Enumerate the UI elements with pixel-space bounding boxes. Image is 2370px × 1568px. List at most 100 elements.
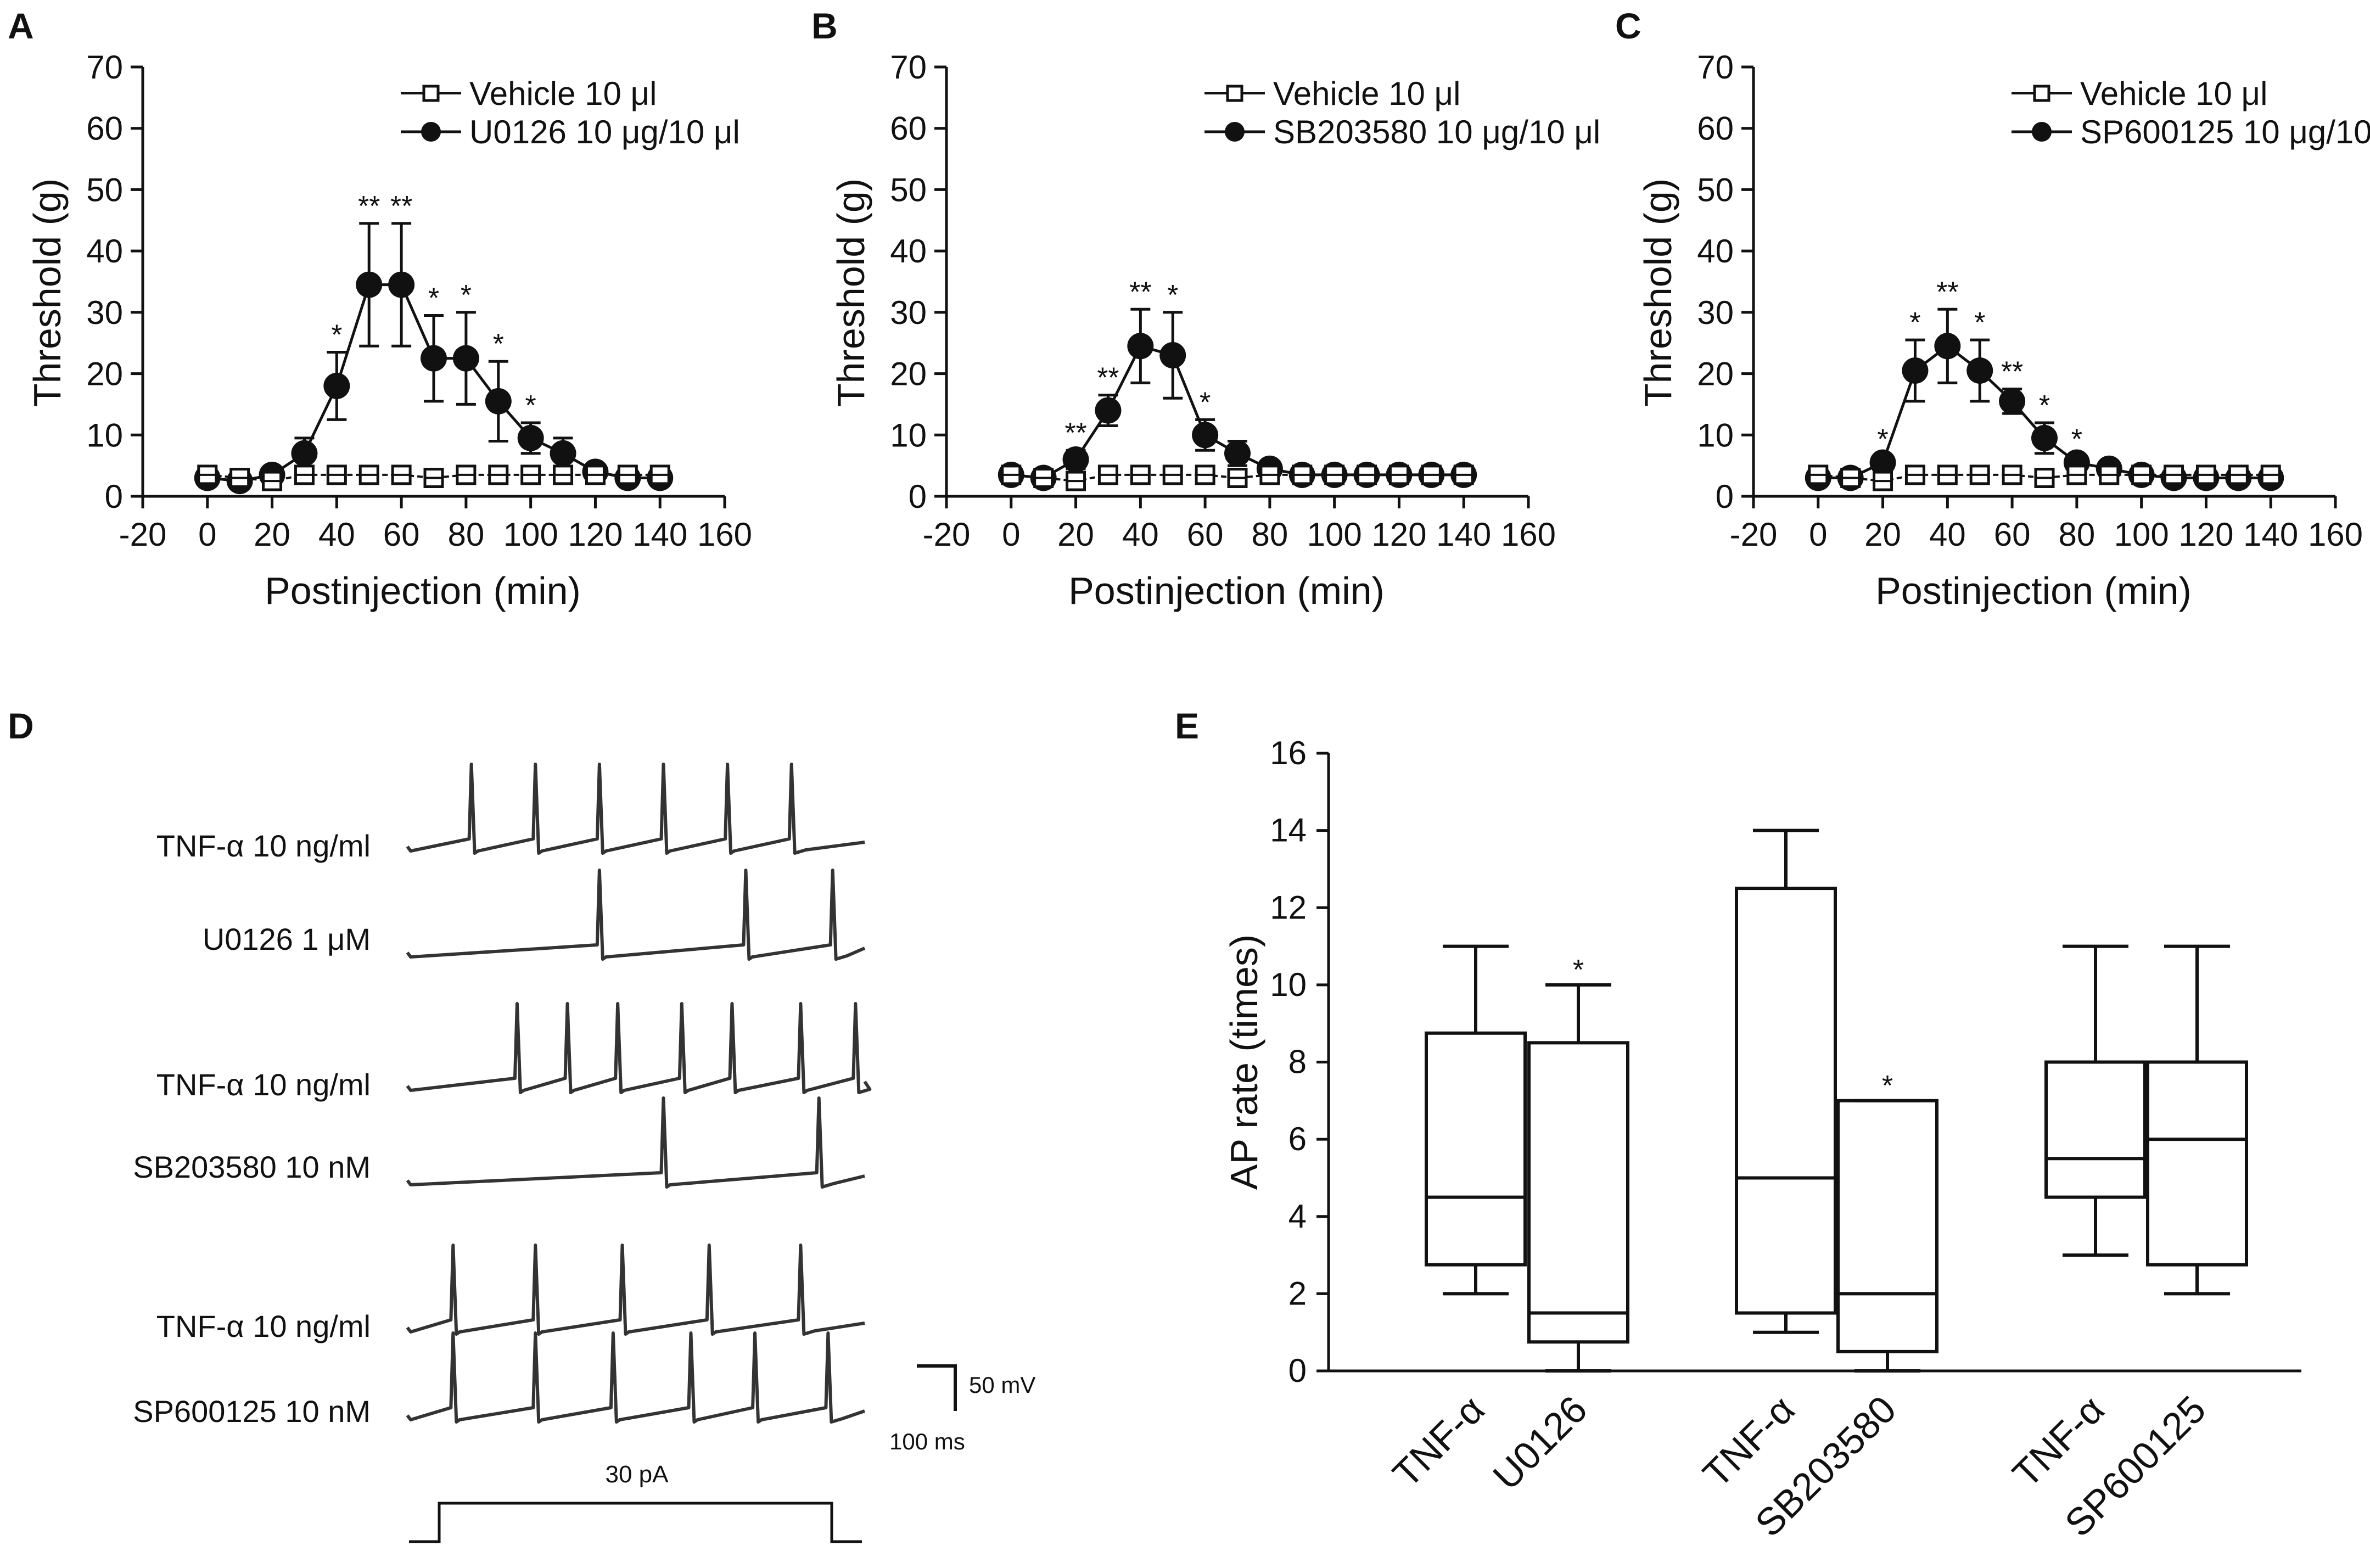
x-tick-label: 60	[1994, 516, 2031, 553]
panel-letter: A	[8, 5, 34, 46]
y-axis-label: Threshold (g)	[830, 178, 872, 407]
x-tick-label: 40	[1122, 516, 1159, 553]
legend-label-treatment: SB203580 10 μg/10 μl	[1273, 114, 1600, 150]
box-1	[1425, 944, 1527, 1296]
axes	[1741, 65, 2337, 508]
trace-label-1: TNF-α 10 ng/ml	[156, 828, 371, 863]
y-axis-label: Threshold (g)	[1637, 178, 1679, 407]
significance-marker: *	[1877, 423, 1888, 455]
box-5	[2044, 944, 2147, 1257]
data-point	[1127, 333, 1154, 360]
x-axis-label: Postinjection (min)	[1875, 569, 2192, 612]
y-tick-label: 10	[1270, 966, 1307, 1003]
x-tick-label: 160	[697, 516, 752, 553]
significance-marker: **	[1129, 276, 1151, 308]
box-4: *	[1836, 1070, 1938, 1373]
panel-letter: C	[1615, 5, 1641, 46]
significance-marker: **	[1097, 362, 1119, 394]
axes	[934, 65, 1530, 508]
x-tick-label: 0	[198, 516, 216, 553]
legend-marker-square	[2033, 85, 2050, 102]
voltage-trace	[406, 1244, 865, 1336]
y-tick-label: 40	[890, 233, 927, 270]
x-tick-label: 0	[1002, 516, 1020, 553]
significance-marker: *	[1573, 954, 1584, 986]
y-tick-label: 0	[1716, 478, 1734, 515]
y-tick-label: 14	[1270, 812, 1307, 849]
data-point	[452, 345, 479, 372]
iqr-box	[1836, 1099, 1938, 1353]
y-tick-label: 40	[86, 233, 123, 270]
significance-marker: *	[1200, 387, 1211, 418]
y-tick-label: 70	[1697, 49, 1734, 86]
treatment-series	[194, 222, 674, 495]
data-point	[323, 372, 350, 399]
data-point	[1062, 446, 1089, 473]
trace-label-6: SP600125 10 nM	[133, 1394, 371, 1429]
voltage-trace	[406, 1096, 865, 1189]
box-2: *	[1527, 954, 1629, 1373]
stimulus-label: 30 pA	[606, 1461, 669, 1488]
trace-label-4: SB203580 10 nM	[133, 1150, 371, 1184]
y-tick-label: 0	[909, 478, 927, 515]
y-tick-label: 50	[86, 171, 123, 208]
y-tick-label: 30	[890, 294, 927, 331]
iqr-box	[1527, 1041, 1629, 1344]
x-tick-label: 80	[448, 516, 485, 553]
x-category-label: TNF-α	[1385, 1387, 1492, 1495]
data-point	[2031, 424, 2058, 451]
iqr-box	[1735, 887, 1837, 1315]
trace-label-5: TNF-α 10 ng/ml	[156, 1309, 371, 1343]
x-tick-label: 60	[1187, 516, 1224, 553]
x-tick-label: 120	[1371, 516, 1426, 553]
significance-marker: *	[1882, 1070, 1893, 1102]
data-point	[1159, 342, 1186, 369]
significance-marker: *	[525, 390, 536, 422]
x-tick-label: 140	[632, 516, 687, 553]
x-tick-label: 40	[318, 516, 355, 553]
data-point	[1999, 388, 2026, 415]
x-tick-label: 60	[383, 516, 420, 553]
x-tick-label: 120	[568, 516, 623, 553]
vehicle-series	[197, 464, 670, 491]
y-tick-label: 10	[890, 417, 927, 453]
y-tick-label: 60	[86, 110, 123, 147]
panel-letter-d: D	[8, 705, 34, 746]
y-tick-label: 70	[86, 49, 123, 86]
significance-marker: *	[461, 279, 472, 311]
vehicle-series	[1001, 464, 1474, 491]
panel-e-box-chart: E 0 2 4 6 8 10 12 14 16 AP rate (times) TNF-α * U012…	[1175, 705, 2301, 1545]
legend-label-vehicle: Vehicle 10 μl	[2080, 75, 2267, 112]
legend-marker-circle	[421, 122, 441, 142]
data-point	[291, 440, 318, 467]
data-point	[1224, 440, 1251, 467]
panel-letter-e: E	[1175, 705, 1199, 746]
x-axis-label: Postinjection (min)	[1068, 569, 1385, 612]
series-line	[1818, 473, 2271, 483]
significance-marker: *	[493, 328, 504, 360]
y-tick-label: 30	[1697, 294, 1734, 331]
data-point	[550, 440, 576, 467]
legend-label-vehicle: Vehicle 10 μl	[469, 75, 657, 112]
y-tick-label: 10	[86, 417, 123, 453]
y-tick-label: 20	[1697, 356, 1734, 393]
y-tick-label: 2	[1288, 1275, 1307, 1312]
significance-marker: **	[1064, 417, 1086, 449]
voltage-traces	[406, 763, 872, 1424]
voltage-trace	[406, 1002, 872, 1094]
x-tick-label: 0	[1809, 516, 1827, 553]
y-tick-label: 8	[1288, 1044, 1307, 1080]
legend-marker-square	[422, 85, 440, 102]
y-tick-label: 20	[890, 356, 927, 393]
y-axis-label: Threshold (g)	[26, 178, 69, 407]
x-tick-label: -20	[1730, 516, 1778, 553]
x-tick-label: 140	[2243, 516, 2298, 553]
axes	[1316, 752, 2301, 1373]
iqr-box	[2146, 1060, 2248, 1267]
treatment-series	[998, 307, 1477, 491]
voltage-trace	[406, 869, 866, 961]
